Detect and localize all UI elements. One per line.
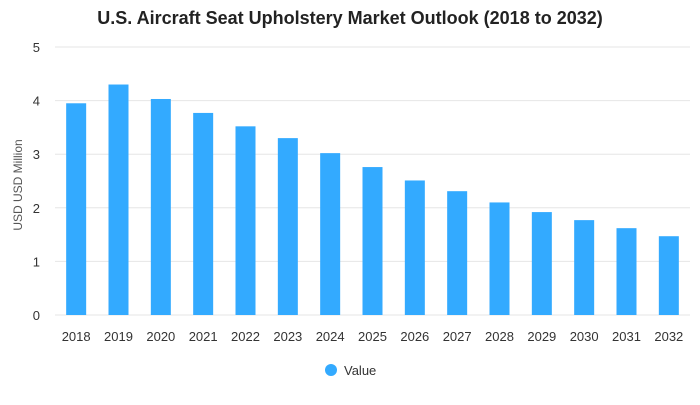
legend[interactable]: Value bbox=[325, 363, 376, 378]
y-tick-label: 4 bbox=[33, 94, 40, 109]
x-tick-label: 2029 bbox=[527, 329, 556, 344]
bar-2018[interactable] bbox=[66, 103, 87, 315]
x-tick-label: 2022 bbox=[231, 329, 260, 344]
x-tick-label: 2018 bbox=[62, 329, 91, 344]
chart-title: U.S. Aircraft Seat Upholstery Market Out… bbox=[97, 8, 603, 28]
bar-2028[interactable] bbox=[489, 202, 510, 315]
y-tick-label: 3 bbox=[33, 147, 40, 162]
bar-2019[interactable] bbox=[108, 84, 129, 316]
bar-2027[interactable] bbox=[447, 191, 468, 315]
bar-2024[interactable] bbox=[320, 153, 341, 315]
bar-2021[interactable] bbox=[193, 112, 214, 315]
x-tick-label: 2028 bbox=[485, 329, 514, 344]
y-tick-label: 2 bbox=[33, 201, 40, 216]
x-tick-label: 2025 bbox=[358, 329, 387, 344]
x-tick-label: 2019 bbox=[104, 329, 133, 344]
y-tick-label: 5 bbox=[33, 40, 40, 55]
legend-marker bbox=[325, 364, 337, 376]
bar-2025[interactable] bbox=[362, 167, 383, 315]
y-tick-label: 0 bbox=[33, 308, 40, 323]
bar-2022[interactable] bbox=[235, 126, 256, 315]
x-tick-label: 2023 bbox=[273, 329, 302, 344]
y-axis-ticks: 0 1 2 3 4 5 bbox=[33, 40, 40, 323]
bar-2029[interactable] bbox=[531, 212, 552, 315]
x-tick-label: 2020 bbox=[146, 329, 175, 344]
x-tick-label: 2024 bbox=[316, 329, 345, 344]
bar-2030[interactable] bbox=[574, 220, 595, 315]
y-tick-label: 1 bbox=[33, 254, 40, 269]
x-axis-ticks: 2018 2019 2020 2021 2022 2023 2024 2025 2026 2027… bbox=[62, 329, 684, 344]
bar-2026[interactable] bbox=[404, 180, 425, 315]
bars bbox=[66, 84, 679, 316]
x-tick-label: 2030 bbox=[570, 329, 599, 344]
x-tick-label: 2026 bbox=[400, 329, 429, 344]
bar-2020[interactable] bbox=[150, 98, 171, 315]
y-axis-title: USD USD Million bbox=[11, 139, 25, 230]
x-tick-label: 2027 bbox=[443, 329, 472, 344]
x-tick-label: 2032 bbox=[654, 329, 683, 344]
bar-2032[interactable] bbox=[658, 236, 679, 315]
bar-2031[interactable] bbox=[616, 228, 637, 315]
legend-label: Value bbox=[344, 363, 376, 378]
x-tick-label: 2021 bbox=[189, 329, 218, 344]
x-tick-label: 2031 bbox=[612, 329, 641, 344]
bar-2023[interactable] bbox=[277, 138, 298, 315]
